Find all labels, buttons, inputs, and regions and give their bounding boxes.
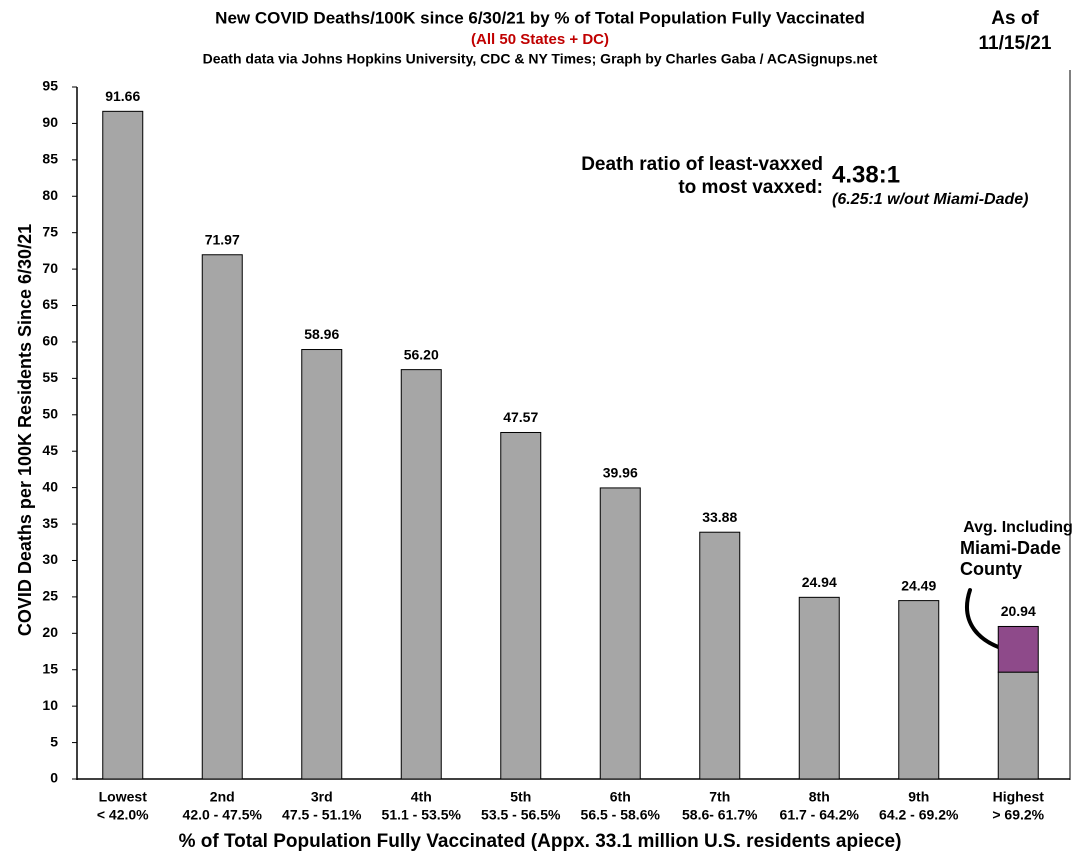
y-tick-label: 35 xyxy=(42,515,58,531)
y-tick-label: 55 xyxy=(42,369,58,385)
data-label: 33.88 xyxy=(702,509,737,525)
data-label: 58.96 xyxy=(304,326,339,342)
annotation: Death ratio of least-vaxxed xyxy=(581,154,823,175)
x-tick-label: 47.5 - 51.1% xyxy=(282,807,362,823)
y-tick-label: 95 xyxy=(42,78,58,94)
y-tick-label: 65 xyxy=(42,296,58,312)
data-label: 24.49 xyxy=(901,577,936,593)
y-tick-label: 70 xyxy=(42,260,58,276)
bar xyxy=(699,531,741,780)
y-tick-label: 85 xyxy=(42,151,58,167)
y-tick-label: 10 xyxy=(42,697,58,713)
y-tick-label: 0 xyxy=(50,770,58,786)
bar xyxy=(599,487,641,780)
data-label: 39.96 xyxy=(603,465,638,481)
y-tick-label: 80 xyxy=(42,187,58,203)
x-tick-label: 6th xyxy=(610,789,631,805)
chart-subtitle: (All 50 States + DC) xyxy=(471,31,609,48)
data-label: 91.66 xyxy=(105,88,140,104)
annotation: to most vaxxed: xyxy=(678,177,823,198)
bar xyxy=(898,600,940,780)
x-axis-title: % of Total Population Fully Vaccinated (… xyxy=(179,831,902,852)
bar xyxy=(301,349,343,780)
x-tick-label: Highest xyxy=(993,789,1045,805)
y-tick-label: 50 xyxy=(42,405,58,421)
annotation: Miami-Dade xyxy=(960,538,1061,558)
y-tick-label: 60 xyxy=(42,333,58,349)
data-label: 71.97 xyxy=(205,231,240,247)
annotation: County xyxy=(960,559,1022,579)
x-tick-label: 9th xyxy=(908,789,929,805)
x-tick-label: 7th xyxy=(709,789,730,805)
x-tick-label: 56.5 - 58.6% xyxy=(581,807,661,823)
x-tick-label: 5th xyxy=(510,789,531,805)
x-tick-label: 58.6- 61.7% xyxy=(682,807,758,823)
date-label: As of xyxy=(991,8,1039,29)
annotation: 4.38:1 xyxy=(832,161,900,188)
y-tick-label: 15 xyxy=(42,660,58,676)
y-axis-title: COVID Deaths per 100K Residents Since 6/… xyxy=(15,224,35,636)
data-label: 56.20 xyxy=(404,346,439,362)
bar xyxy=(997,671,1039,780)
chart-title: New COVID Deaths/100K since 6/30/21 by %… xyxy=(215,8,865,27)
x-tick-label: 4th xyxy=(411,789,432,805)
x-tick-label: 42.0 - 47.5% xyxy=(183,807,263,823)
y-tick-label: 20 xyxy=(42,624,58,640)
source-note: Death data via Johns Hopkins University,… xyxy=(203,51,878,67)
x-tick-label: Lowest xyxy=(99,789,148,805)
y-tick-label: 40 xyxy=(42,478,58,494)
y-tick-label: 5 xyxy=(50,733,58,749)
y-tick-label: 25 xyxy=(42,588,58,604)
data-label: 47.57 xyxy=(503,409,538,425)
x-tick-label: 53.5 - 56.5% xyxy=(481,807,561,823)
x-tick-label: > 69.2% xyxy=(992,807,1044,823)
y-tick-label: 30 xyxy=(42,551,58,567)
annotation: (6.25:1 w/out Miami-Dade) xyxy=(832,191,1028,208)
x-tick-label: 64.2 - 69.2% xyxy=(879,807,959,823)
y-tick-label: 90 xyxy=(42,114,58,130)
x-tick-label: 61.7 - 64.2% xyxy=(780,807,860,823)
y-tick-label: 45 xyxy=(42,442,58,458)
bar xyxy=(997,625,1039,673)
x-tick-label: 8th xyxy=(809,789,830,805)
x-tick-label: < 42.0% xyxy=(97,807,149,823)
x-tick-label: 51.1 - 53.5% xyxy=(382,807,462,823)
bar xyxy=(102,110,144,780)
y-tick-label: 75 xyxy=(42,223,58,239)
bar xyxy=(201,254,243,780)
bar xyxy=(798,596,840,780)
data-label: 20.94 xyxy=(1001,603,1036,619)
data-label: 24.94 xyxy=(802,574,837,590)
date: 11/15/21 xyxy=(979,33,1052,54)
annotation: Avg. Including xyxy=(963,519,1073,536)
x-tick-label: 3rd xyxy=(311,789,333,805)
bar xyxy=(500,431,542,780)
x-tick-label: 2nd xyxy=(210,789,235,805)
bar xyxy=(400,369,442,780)
